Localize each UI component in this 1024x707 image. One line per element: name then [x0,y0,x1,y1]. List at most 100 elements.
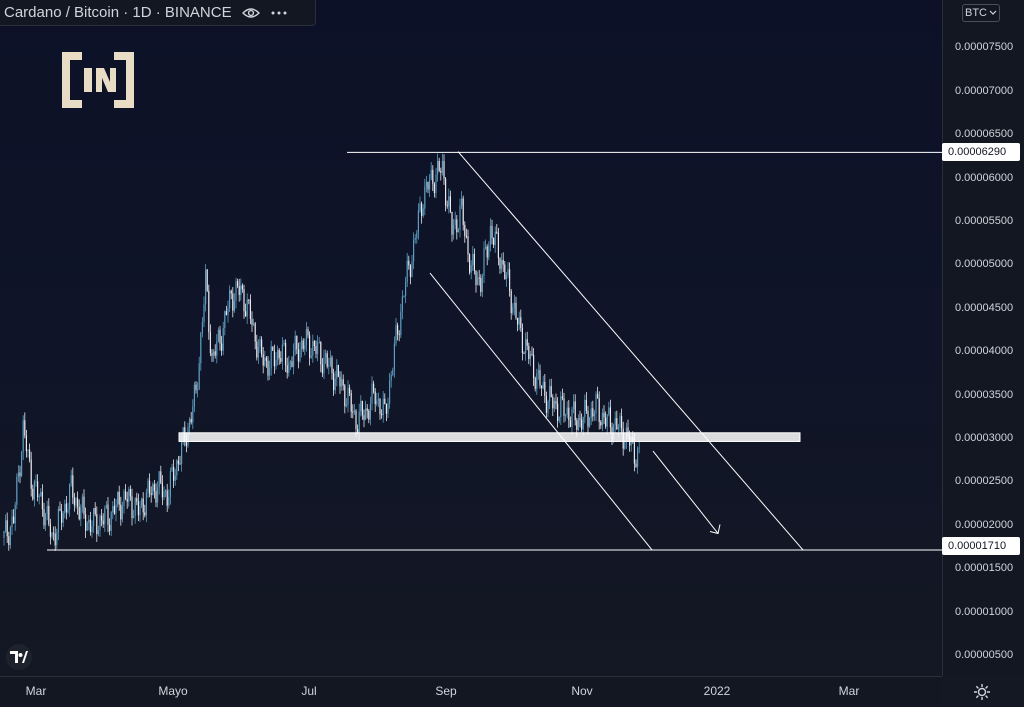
candle-body [320,342,322,365]
candle-body [472,253,474,266]
candle-body [270,346,272,369]
candle-body [149,480,151,494]
eye-icon[interactable] [240,5,262,21]
candle-body [256,341,258,358]
candle-body [73,497,75,506]
candle-body [219,329,221,344]
candle-body [603,412,605,418]
candle-body [360,400,362,412]
candle-body [29,449,31,460]
projection-arrow-head [709,524,721,535]
candle-body [286,365,288,373]
candle-body [213,351,215,356]
candle-body [174,475,176,481]
candle-body [430,169,432,180]
candle-body [534,378,536,389]
candle-body [168,496,170,506]
candle-body [393,343,395,371]
candle-body [65,503,67,513]
time-tick-label: Sep [435,684,457,698]
candle-body [157,487,159,503]
candle-body [504,264,506,280]
candle-body [326,353,328,367]
candle-body [465,236,467,238]
candle-body [11,516,13,528]
candle-body [577,418,579,430]
candle-body [398,334,400,336]
candle-body [437,161,439,175]
candle-body [169,470,171,497]
candle-body [22,420,24,453]
candle-body [433,183,435,194]
candle-body [569,420,571,427]
candle-body [502,259,504,265]
currency-button[interactable]: BTC [962,4,1000,22]
time-axis[interactable] [0,676,942,707]
candle-body [325,353,327,358]
candle-body [358,411,360,434]
candle-body [293,351,295,367]
candle-body [448,196,450,206]
candle-body [379,399,381,415]
candle-body [352,411,354,413]
time-tick-label: Mar [25,684,47,698]
candle-body [387,403,389,414]
candle-body [269,368,271,376]
candle-body [102,520,104,525]
candle-body [517,317,519,325]
candle-body [35,481,37,483]
candle-body [521,328,523,353]
candle-body [160,471,162,483]
candle-body [478,277,480,279]
candle-body [449,196,451,212]
candle-body [454,219,456,225]
candle-body [139,505,141,516]
candle-body [262,354,264,366]
candle-body [406,260,408,283]
candle-body [51,532,53,537]
channel-upper-line [457,151,804,551]
candle-body [179,463,181,465]
candle-body [550,386,552,398]
candle-body [598,398,600,422]
more-icon[interactable] [270,5,288,21]
candle-body [619,416,621,428]
candle-body [217,329,219,342]
candle-body [574,401,576,421]
candle-body [318,342,320,344]
candle-body [312,340,314,356]
candle-body [614,418,616,426]
candle-body [281,344,283,362]
candle-body [400,311,402,336]
candle-body [62,513,64,523]
tradingview-logo-icon[interactable] [6,644,32,670]
candle-body [221,343,223,351]
candle-body [470,265,472,273]
candle-body [497,232,499,259]
candle-body [369,403,371,420]
candle-body [501,259,503,269]
candle-body [209,332,211,354]
candle-body [621,416,623,429]
candle-body [518,317,520,325]
candle-body [445,178,447,206]
candle-body [198,363,200,390]
support-zone [178,432,801,442]
candle-body [8,536,10,546]
candle-body [483,248,485,276]
candle-body [342,379,344,386]
candle-body [126,498,128,502]
candle-body [117,491,119,505]
candle-body [509,269,511,291]
candle-body [283,342,285,345]
gear-icon[interactable] [972,682,992,702]
candle-body [190,418,192,423]
candle-body [129,489,131,497]
candle-body [201,322,203,334]
candle-body [107,504,109,525]
candle-body [197,389,199,391]
candle-body [206,269,208,291]
candle-body [384,398,386,405]
